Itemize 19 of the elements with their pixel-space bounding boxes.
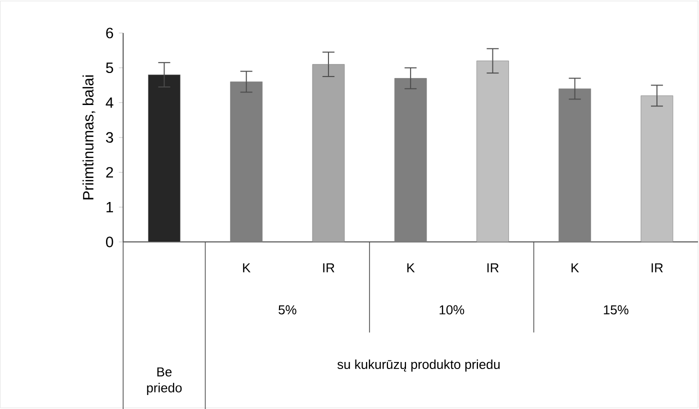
- x-tick-label: IR: [652, 263, 663, 272]
- text: Be priedo: [147, 367, 182, 395]
- x-tick-label: IR: [323, 263, 334, 272]
- x-tick-label: K: [243, 263, 251, 272]
- y-axis-title: Priimtinumas, balai: [82, 75, 96, 200]
- y-tick-label: 4: [106, 97, 114, 108]
- y-tick-label: 0: [106, 236, 114, 247]
- x-tick-label: K: [572, 263, 580, 272]
- y-tick-label: 5: [106, 62, 114, 73]
- y-tick-label: 1: [106, 202, 114, 212]
- text: 5%: [278, 305, 296, 314]
- y-tick-label: 2: [106, 166, 113, 178]
- text: su kukurūzų produkto priedu: [337, 359, 500, 372]
- x-tick-label: IR: [487, 263, 499, 272]
- text: 10%: [440, 305, 464, 314]
- y-tick-label: 3: [106, 132, 114, 143]
- y-tick-label: 6: [106, 27, 114, 38]
- x-tick-label: K: [407, 263, 415, 272]
- text: 15%: [604, 305, 628, 314]
